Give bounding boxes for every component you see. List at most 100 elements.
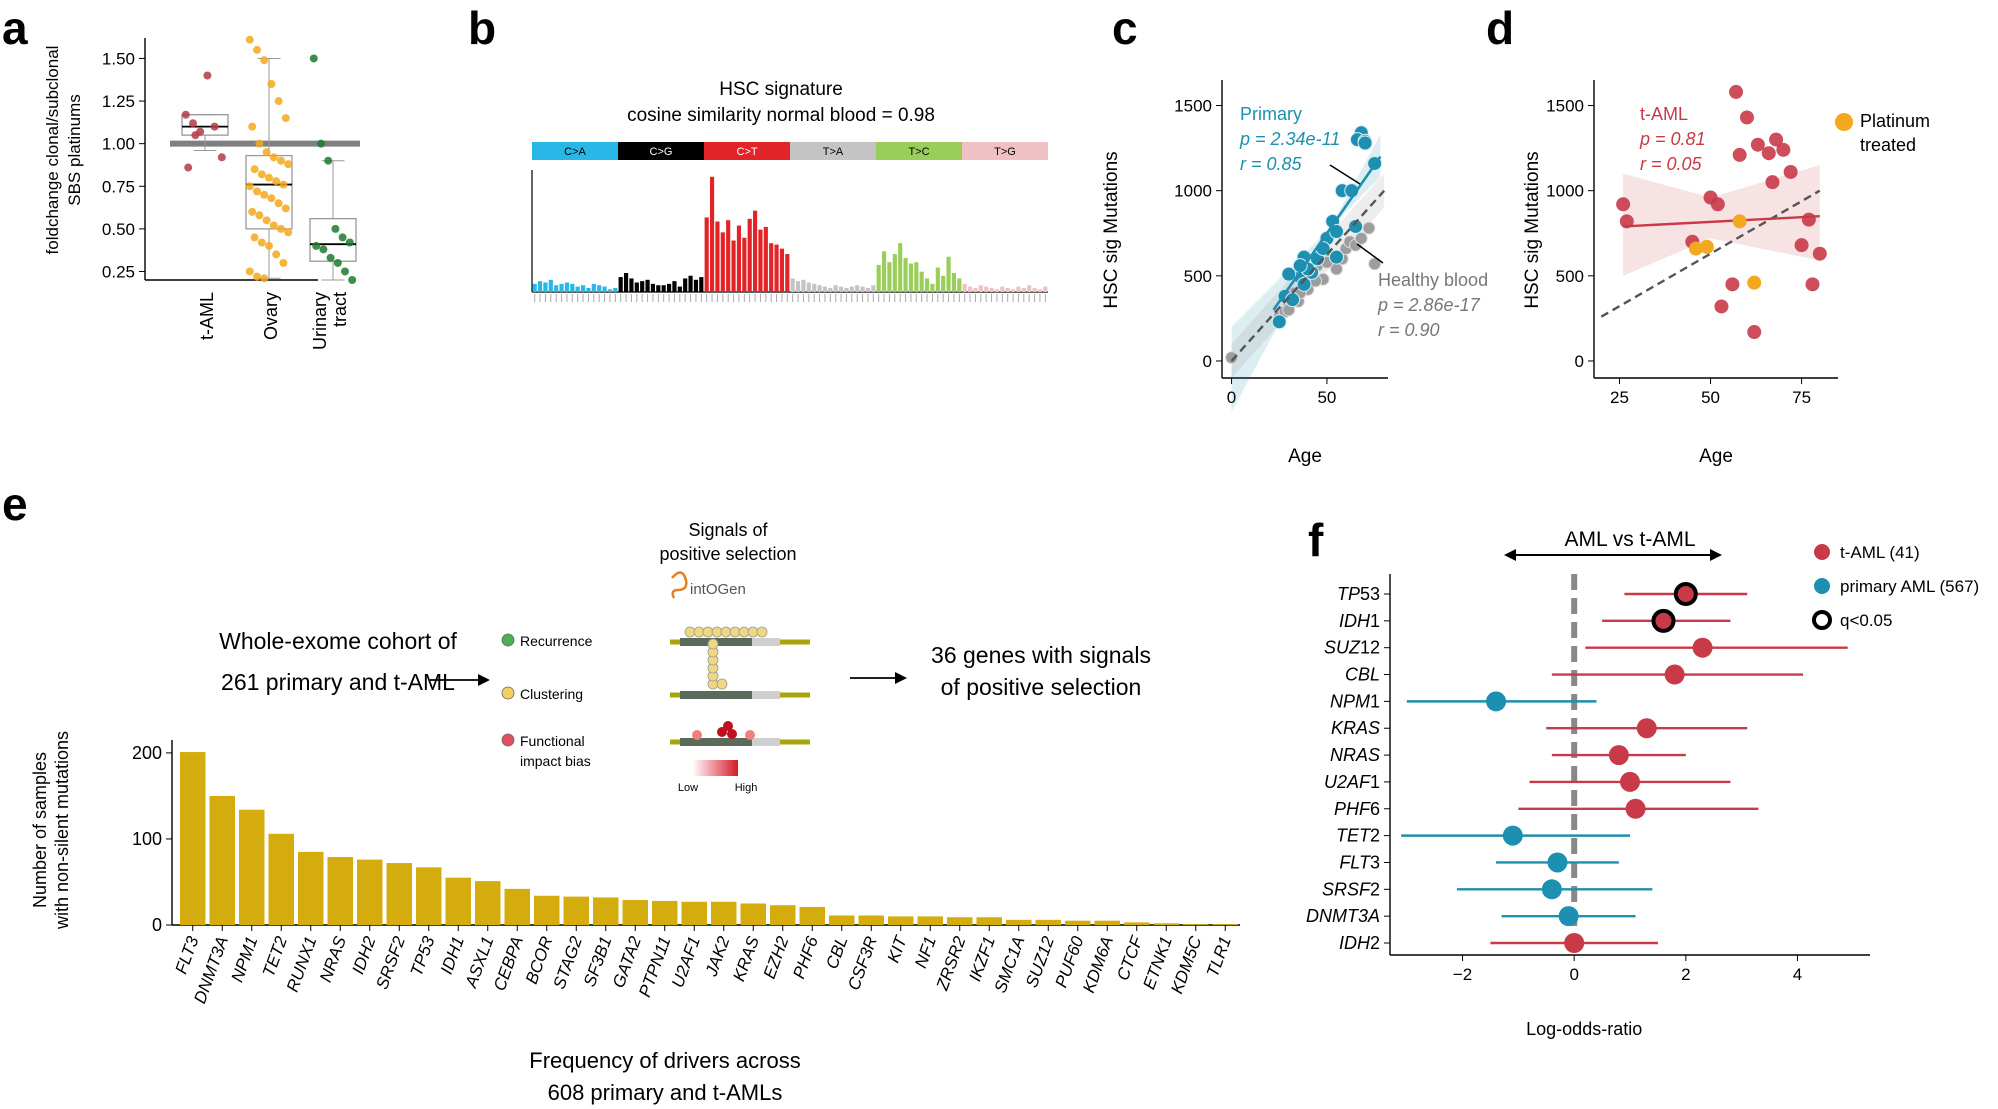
gene-label-suffix: 2	[1370, 933, 1380, 953]
gene-label: CBL	[822, 934, 851, 972]
gene-label: TET2	[259, 933, 291, 979]
mutation-class-label: C>A	[564, 146, 586, 158]
signal-icon	[501, 733, 515, 747]
category-label: Urinary	[310, 292, 330, 350]
signature-bar	[1010, 289, 1016, 292]
x-axis-label: Age	[1288, 446, 1322, 467]
tAML-point	[1794, 238, 1809, 253]
driver-bar	[770, 905, 796, 925]
estimate-point	[1558, 906, 1579, 927]
data-point	[248, 122, 257, 131]
signature-bar	[640, 281, 645, 292]
data-point	[345, 238, 354, 247]
signal-label: impact bias	[520, 753, 591, 769]
driver-bar	[740, 903, 766, 925]
gene-label: KRAS	[729, 933, 763, 984]
estimate-point	[1608, 745, 1629, 766]
gene-label-suffix: 1	[1370, 611, 1380, 631]
data-point	[331, 224, 340, 233]
signature-bar	[978, 285, 983, 292]
mutation-class-band	[962, 142, 1048, 160]
tAML-point	[1776, 142, 1791, 157]
signature-bar	[586, 287, 591, 292]
panel-d-scatter: 0 500 1000 1500 25 50 75 Age HSC sig Mutations t-…	[1522, 80, 1930, 467]
estimate-point	[1547, 852, 1568, 873]
signature-bar	[726, 220, 731, 292]
intogen-logo: intOGen	[690, 581, 746, 598]
mutation-dot	[702, 626, 714, 638]
x-tick-label: 25	[1610, 388, 1629, 407]
signature-bar	[548, 279, 553, 292]
driver-bar	[1153, 923, 1179, 925]
signature-bar	[752, 210, 758, 292]
x-axis-label-line1: Frequency of drivers across	[529, 1048, 800, 1073]
signature-bar	[984, 286, 989, 292]
signature-bar	[833, 285, 838, 292]
driver-bar	[327, 857, 353, 925]
gene-label-prefix: PHF	[1334, 799, 1371, 819]
gene-label-suffix: 3A	[1358, 906, 1380, 926]
signature-bar	[801, 279, 806, 292]
signature-bar	[790, 278, 795, 292]
mutation-dot	[745, 730, 755, 740]
signature-bar	[860, 286, 865, 292]
x-axis-label: Log-odds-ratio	[1526, 1019, 1642, 1039]
data-point	[260, 190, 269, 199]
signature-bar	[661, 285, 666, 292]
data-point	[253, 272, 261, 281]
data-point	[284, 160, 293, 169]
gene-label-prefix: SRSF	[1322, 879, 1371, 899]
y-tick-label: 500	[1184, 267, 1212, 286]
y-tick-label: 0	[152, 915, 162, 935]
data-point	[245, 35, 254, 44]
signature-bar	[887, 262, 892, 292]
platinum-point	[1732, 214, 1747, 229]
gene-label: NRAS	[316, 933, 350, 985]
estimate-point	[1502, 825, 1523, 846]
signature-bar	[559, 283, 564, 292]
signature-bar	[855, 285, 860, 292]
signature-bar	[908, 263, 914, 292]
signature-bar	[962, 283, 967, 292]
signature-bar	[822, 286, 828, 292]
y-axis-label: HSC sig Mutations	[1522, 151, 1543, 308]
data-point	[274, 97, 283, 106]
driver-bar	[534, 895, 560, 925]
y-tick-label: 200	[132, 743, 162, 763]
driver-bar	[829, 915, 855, 925]
data-point	[279, 180, 288, 189]
platinum-legend-label-line2: treated	[1860, 135, 1916, 155]
mutation-class-band	[876, 142, 962, 160]
gene-label: TP53	[407, 933, 439, 978]
data-point	[274, 199, 283, 208]
gene-label-prefix: NRAS	[1330, 745, 1380, 765]
data-point	[262, 148, 271, 157]
primary-fit-line	[1272, 155, 1382, 311]
data-point	[279, 258, 288, 267]
data-point	[348, 276, 357, 284]
data-point	[284, 228, 293, 237]
gene-label-prefix: TP	[1337, 584, 1360, 604]
gene-label-suffix: 1	[1370, 691, 1380, 711]
signature-bar	[1027, 285, 1032, 292]
tAML-point	[1747, 325, 1762, 340]
healthy-reference-line	[1600, 189, 1821, 318]
tAML-point	[1783, 164, 1798, 179]
signature-bar	[607, 289, 613, 292]
platinum-point	[1688, 241, 1703, 256]
data-point	[181, 110, 190, 119]
platinum-point	[1747, 275, 1762, 290]
tAML-point	[1729, 84, 1744, 99]
healthy-point	[1354, 231, 1368, 245]
driver-bar	[180, 752, 206, 925]
primary-pointer	[1329, 164, 1361, 185]
y-axis-label-line1: foldchange clonal/subclonal	[43, 46, 62, 255]
estimate-point	[1620, 771, 1640, 792]
driver-bar	[681, 901, 707, 925]
driver-bar	[1183, 924, 1209, 925]
signature-bar	[634, 282, 639, 292]
healthy-point	[1225, 351, 1239, 365]
protein-region	[752, 691, 780, 699]
panel-b-signature: HSC signature cosine similarity normal b…	[531, 79, 1048, 302]
tAML-point	[1769, 132, 1784, 147]
